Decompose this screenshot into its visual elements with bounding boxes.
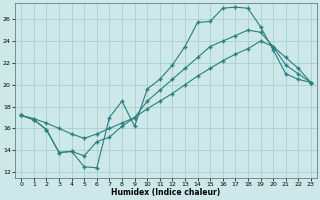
X-axis label: Humidex (Indice chaleur): Humidex (Indice chaleur) <box>111 188 221 197</box>
